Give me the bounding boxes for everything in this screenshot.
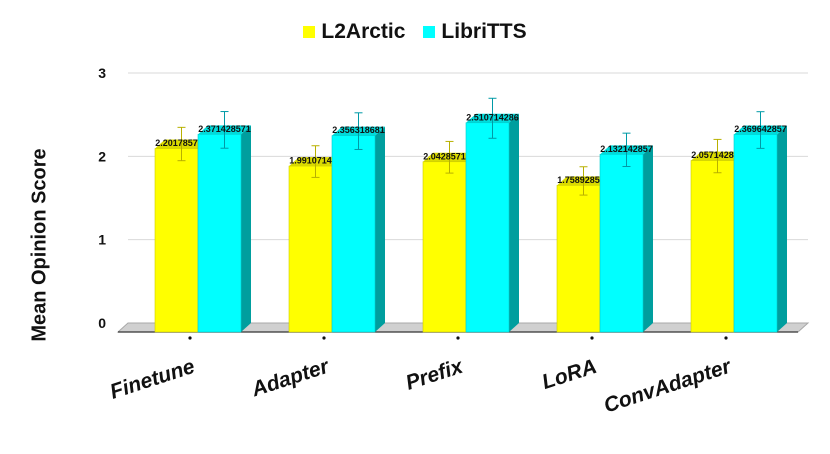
bar-side-libritts: [509, 113, 519, 333]
bar-l2arctic: [690, 160, 735, 333]
legend-item-l2arctic: L2Arctic: [303, 20, 405, 44]
bar-l2arctic: [556, 185, 601, 333]
data-label: 2.057142857: [691, 150, 744, 160]
legend-item-libritts: LibriTTS: [423, 20, 527, 44]
bar-libritts: [197, 134, 242, 333]
data-label: 2.371428571: [198, 124, 251, 134]
legend: L2Arctic LibriTTS: [0, 20, 830, 44]
bar-side-libritts: [375, 126, 385, 332]
x-tick-label: LoRA: [539, 355, 599, 394]
bar-l2arctic: [154, 148, 199, 333]
x-tick: [322, 336, 326, 340]
data-label: 2.132142857: [600, 144, 653, 154]
y-axis-label: Mean Opinion Score: [28, 148, 51, 342]
y-tick-label: 0: [98, 315, 106, 331]
x-tick: [590, 336, 594, 340]
bar-libritts: [331, 135, 376, 333]
legend-label-libritts: LibriTTS: [441, 20, 527, 43]
data-label: 2.356318681: [332, 125, 385, 135]
x-tick-label: Finetune: [107, 355, 198, 404]
bar-libritts: [465, 122, 510, 333]
bar-l2arctic: [422, 161, 467, 333]
x-tick-label: Adapter: [248, 354, 333, 401]
bar-l2arctic: [288, 165, 333, 333]
data-label: 2.042857143: [423, 151, 476, 161]
x-tick: [188, 336, 192, 340]
x-tick-label: Prefix: [403, 354, 467, 394]
legend-swatch-l2arctic: [303, 26, 316, 38]
data-label: 2.369642857: [734, 124, 787, 134]
bar-side-libritts: [777, 125, 787, 333]
y-tick-label: 2: [98, 148, 106, 164]
legend-swatch-libritts: [423, 26, 436, 38]
bar-side-libritts: [241, 125, 251, 332]
x-tick-label: ConvAdapter: [601, 354, 735, 417]
data-label: 2.201785714: [155, 138, 208, 148]
legend-label-l2arctic: L2Arctic: [321, 20, 406, 43]
y-tick-label: 1: [98, 232, 106, 248]
bar-libritts: [599, 154, 644, 333]
data-label: 1.758928571: [557, 175, 610, 185]
y-tick-label: 3: [98, 65, 106, 81]
bar-libritts: [733, 134, 778, 333]
data-label: 1.991071429: [289, 156, 342, 166]
x-tick: [724, 336, 728, 340]
data-label: 2.510714286: [466, 112, 519, 122]
bar-side-libritts: [643, 145, 653, 332]
x-tick: [456, 336, 460, 340]
